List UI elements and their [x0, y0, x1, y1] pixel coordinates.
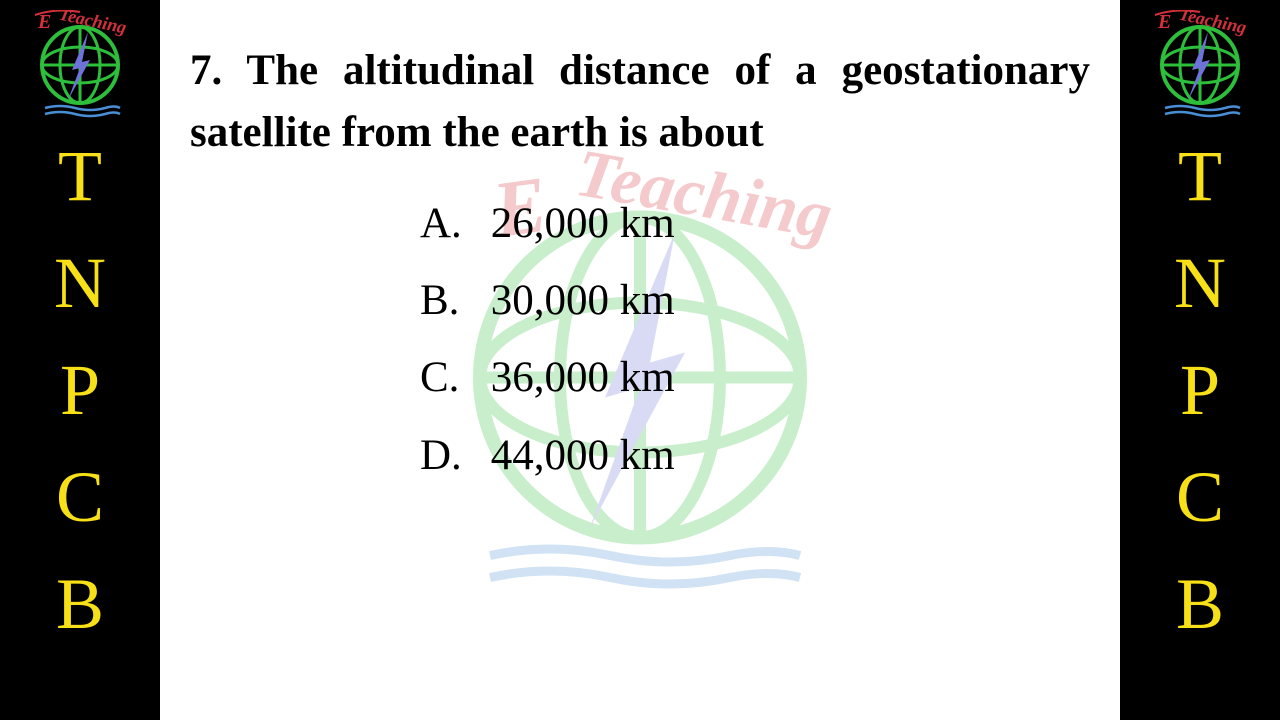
question-container: 7. The altitudinal distance of a geostat…	[190, 40, 1090, 494]
main-content: E Teaching 7. The altitudinal distance o…	[160, 0, 1120, 720]
option-letter: A.	[420, 185, 480, 262]
option-value: 36,000 km	[491, 354, 675, 401]
left-sidebar: E Teaching T N P C B	[0, 0, 160, 720]
sidebar-letter: C	[56, 461, 104, 533]
sidebar-text-left: T N P C B	[54, 140, 106, 640]
option-b: B. 30,000 km	[420, 262, 1090, 339]
sidebar-letter: B	[56, 568, 104, 640]
sidebar-letter: T	[58, 140, 102, 212]
sidebar-letter: P	[60, 354, 100, 426]
sidebar-letter: P	[1180, 354, 1220, 426]
question-body: The altitudinal distance of a geostation…	[190, 47, 1090, 156]
eteaching-logo-icon: E Teaching	[20, 10, 140, 120]
sidebar-letter: N	[54, 247, 106, 319]
option-letter: C.	[420, 339, 480, 416]
option-d: D. 44,000 km	[420, 417, 1090, 494]
option-letter: D.	[420, 417, 480, 494]
question-number: 7.	[190, 47, 222, 94]
sidebar-letter: B	[1176, 568, 1224, 640]
svg-text:E: E	[1157, 11, 1171, 33]
sidebar-letter: N	[1174, 247, 1226, 319]
sidebar-letter: C	[1176, 461, 1224, 533]
svg-text:E: E	[37, 11, 51, 33]
logo-left: E Teaching	[20, 10, 140, 120]
question-text: 7. The altitudinal distance of a geostat…	[190, 40, 1090, 165]
right-sidebar: E Teaching T N P C B	[1120, 0, 1280, 720]
option-value: 26,000 km	[491, 200, 675, 247]
eteaching-logo-icon: E Teaching	[1140, 10, 1260, 120]
sidebar-text-right: T N P C B	[1174, 140, 1226, 640]
option-letter: B.	[420, 262, 480, 339]
logo-right: E Teaching	[1140, 10, 1260, 120]
option-value: 30,000 km	[491, 277, 675, 324]
option-c: C. 36,000 km	[420, 339, 1090, 416]
option-a: A. 26,000 km	[420, 185, 1090, 262]
option-value: 44,000 km	[491, 432, 675, 479]
options-list: A. 26,000 km B. 30,000 km C. 36,000 km D…	[420, 185, 1090, 495]
sidebar-letter: T	[1178, 140, 1222, 212]
